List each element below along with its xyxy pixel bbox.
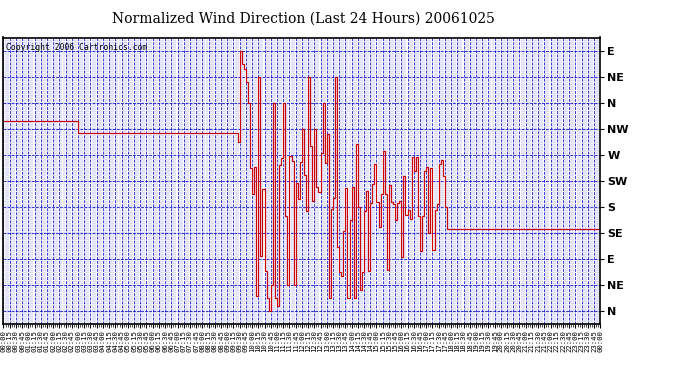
Text: Copyright 2006 Cartronics.com: Copyright 2006 Cartronics.com [6,43,148,52]
Text: Normalized Wind Direction (Last 24 Hours) 20061025: Normalized Wind Direction (Last 24 Hours… [112,11,495,25]
